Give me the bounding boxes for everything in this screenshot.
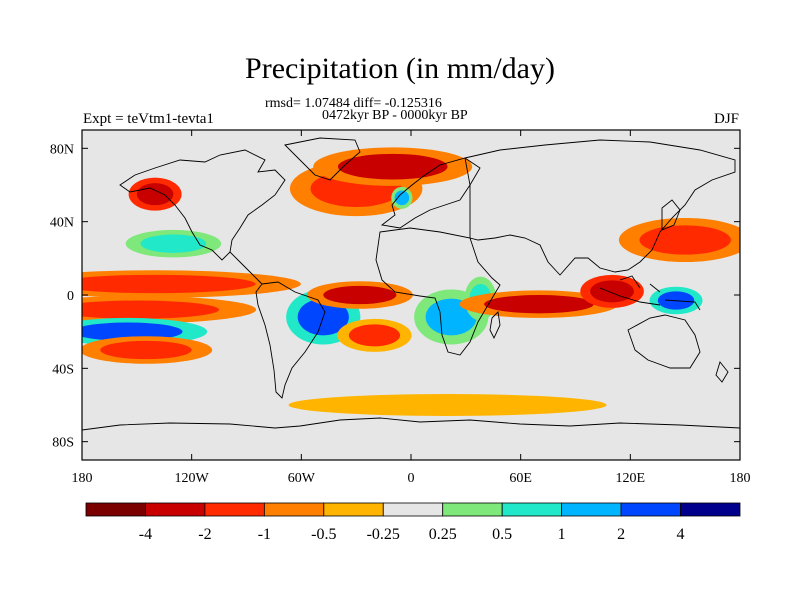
colorbar-swatch [442, 502, 503, 517]
lon-label: 120W [175, 471, 210, 486]
anomaly-alaska [136, 183, 174, 206]
lon-label: 60E [509, 471, 532, 486]
anomaly-south-atlantic [348, 324, 401, 347]
anomaly-nordic [337, 153, 448, 180]
colorbar: -4 -2 -1 -0.5 -0.25 0.25 0.5 1 2 4 [85, 502, 741, 543]
lon-label: 180 [72, 471, 93, 486]
colorbar-swatch [263, 502, 325, 517]
colorbar-label: 0.25 [429, 526, 457, 543]
coast-europe [380, 157, 481, 229]
anomaly-equatorial-atlantic [323, 285, 397, 305]
anomaly-south-pacific [82, 322, 183, 341]
coast-indonesia [599, 275, 701, 311]
coast-central-america [229, 251, 263, 285]
coastlines [82, 137, 740, 431]
anomaly-uk [394, 190, 410, 206]
colorbar-swatch [323, 502, 384, 517]
coast-new-zealand [715, 361, 729, 383]
colorbar-label: 0.5 [492, 526, 512, 543]
lat-label: 40N [50, 216, 74, 231]
anomaly-indian-ocean [484, 295, 594, 314]
colorbar-label: 1 [558, 526, 566, 543]
lat-label: 40S [52, 362, 74, 377]
statistics-subtitle: rmsd= 1.07484 diff= -0.125316 [265, 96, 442, 111]
colorbar-swatch [145, 502, 206, 517]
coast-japan [661, 199, 681, 231]
colorbar-label: -1 [258, 526, 271, 543]
lon-label: 60W [288, 471, 316, 486]
anomaly-south-pacific-south [100, 340, 192, 360]
colorbar-swatch [85, 502, 146, 517]
colorbar-swatch [680, 502, 741, 517]
colorbar-swatch [561, 502, 622, 517]
coast-north-america [119, 149, 286, 261]
colorbar-label: -4 [139, 526, 152, 543]
colorbar-label: -2 [198, 526, 211, 543]
anomaly-southern-ocean [337, 397, 558, 413]
anomaly-maritime-continent [590, 280, 634, 303]
colorbar-label: -0.5 [311, 526, 336, 543]
longitude-axis: 180 120W 60W 0 60E 120E 180 [72, 130, 751, 486]
lat-label: 0 [67, 289, 74, 304]
colorbar-label: -0.25 [367, 526, 400, 543]
colorbar-label: 2 [617, 526, 625, 543]
anomaly-tropical-east-pacific-south [82, 300, 220, 319]
coast-africa [375, 227, 501, 356]
lat-label: 80N [50, 142, 74, 157]
coast-asia [464, 139, 736, 276]
colorbar-swatch [501, 502, 563, 517]
lon-label: 120E [616, 471, 646, 486]
season-label: DJF [713, 111, 739, 127]
colorbar-label: 4 [677, 526, 685, 543]
lon-label: 0 [408, 471, 415, 486]
anomaly-north-pacific-east [140, 234, 207, 253]
coast-australia [627, 314, 701, 369]
colorbar-swatch [620, 502, 681, 517]
coast-south-america [255, 281, 326, 399]
coast-madagascar [489, 311, 501, 340]
lon-label: 180 [730, 471, 751, 486]
lat-label: 80S [52, 436, 74, 451]
anomaly-nw-pacific [639, 225, 731, 255]
period-subtitle: 0472kyr BP - 0000kyr BP [322, 108, 468, 123]
experiment-label: Expt = teVtm1-tevta1 [83, 111, 214, 127]
latitude-axis: 80N 40N 0 40S 80S [50, 142, 740, 451]
colorbar-swatch [204, 502, 265, 517]
coast-greenland [284, 137, 361, 181]
plot-title: Precipitation (in mm/day) [245, 52, 555, 85]
anomaly-tropical-east-pacific-north [82, 274, 256, 294]
colorbar-swatch [382, 502, 444, 517]
coast-antarctica [82, 417, 740, 431]
